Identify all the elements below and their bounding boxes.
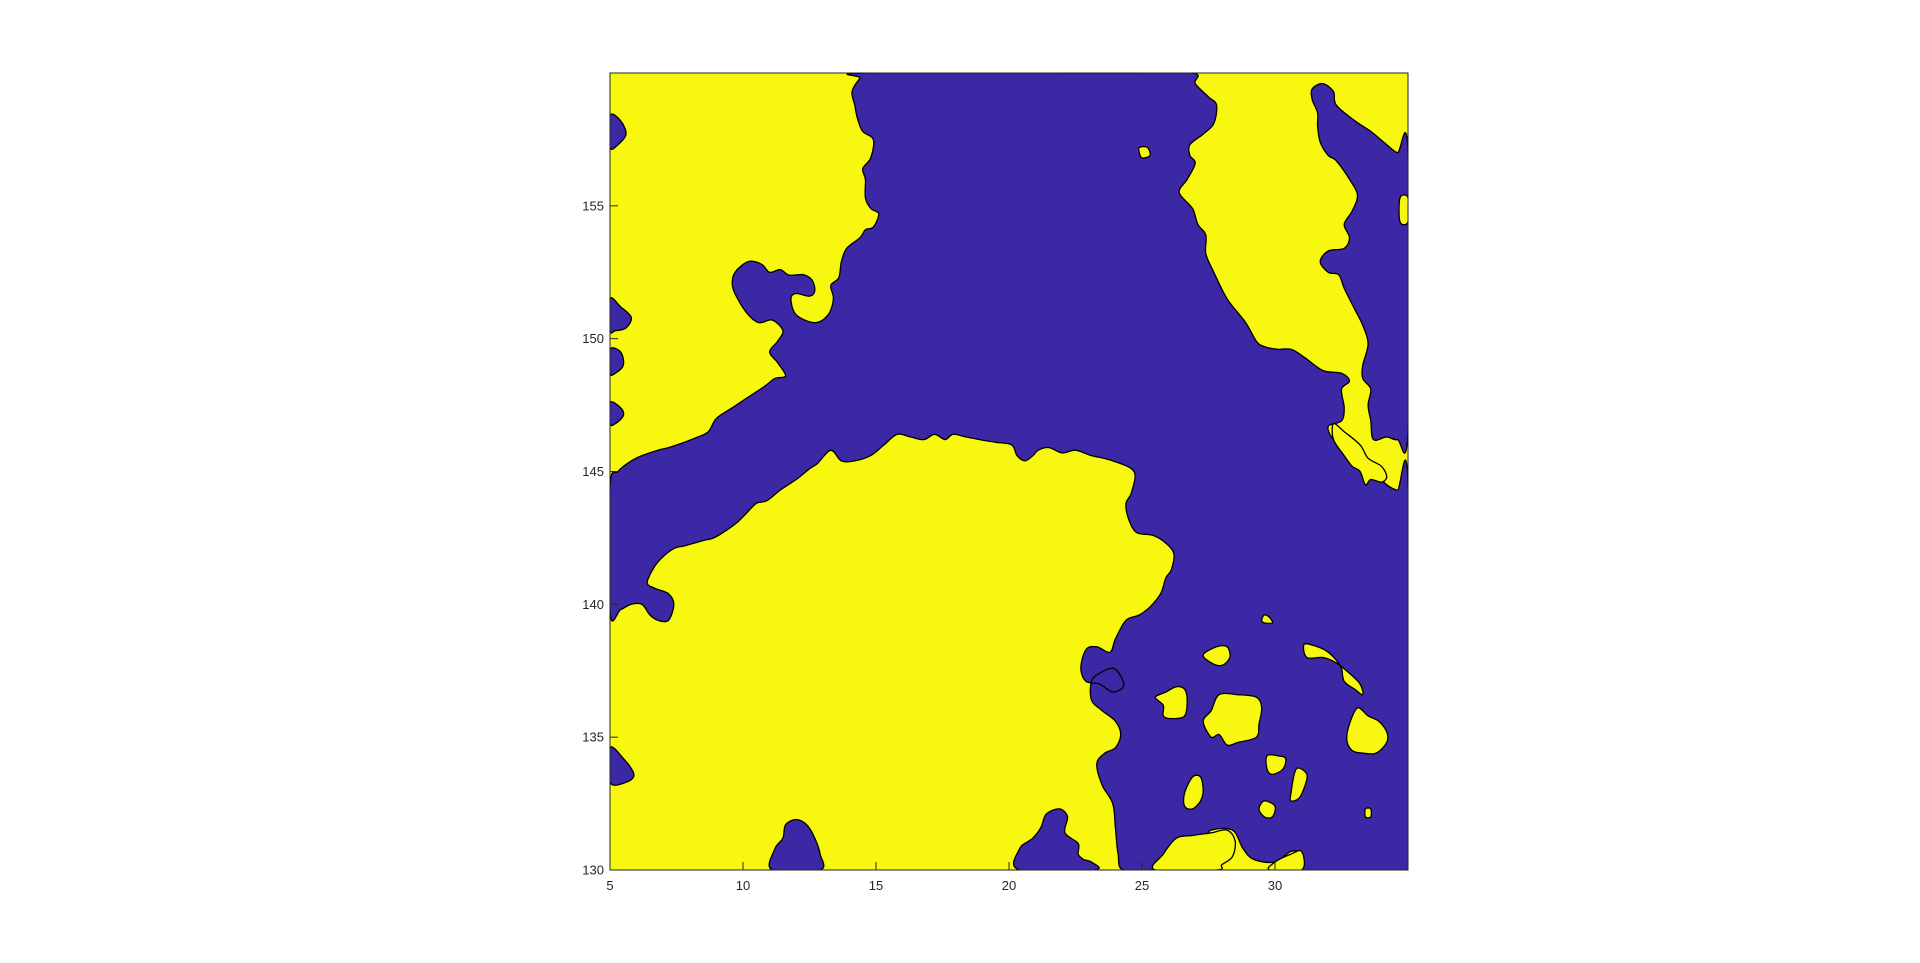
contour-island-135-right [1346,707,1389,755]
contour-island-136-b [1202,692,1263,747]
contour-island-133-a [1182,774,1204,810]
contour-island-bottom-27 [1151,829,1237,870]
contour-island-bottom-30 [1267,849,1306,870]
contour-island-134 [1265,754,1287,776]
high-level-islands [1137,145,1408,870]
contour-region-left-blob-149 [610,347,625,376]
x-tick-label: 30 [1268,878,1282,893]
contour-island-132-b [1364,807,1373,819]
x-tick-label: 15 [869,878,883,893]
x-axis: 5 10 15 20 25 30 [606,862,1282,893]
contour-island-139 [1261,614,1274,625]
contour-island-138 [1202,645,1231,667]
plot-area [609,72,1409,871]
contour-region-bottom-blob-12 [768,818,825,870]
y-tick-label: 135 [582,730,604,745]
contour-region-left-blob-134 [610,746,635,786]
y-tick-label: 155 [582,198,604,213]
y-tick-label: 140 [582,597,604,612]
x-tick-label: 25 [1135,878,1149,893]
contour-island-155 [1398,194,1408,226]
y-tick-label: 145 [582,464,604,479]
contour-island-137-right [1302,643,1364,696]
contour-region-left-blob-147 [610,401,625,427]
y-tick-label: 150 [582,331,604,346]
x-tick-label: 20 [1002,878,1016,893]
contour-island-132-a [1258,800,1277,819]
low-level-regions [610,73,1408,870]
x-tick-label: 5 [606,878,613,893]
contour-region-left-blob-158 [610,113,627,151]
contour-island-157 [1137,145,1151,159]
contour-island-right-145 [1331,422,1388,486]
contour-island-136-a [1154,685,1188,720]
contour-region-bottom-blob-21 [1012,808,1100,870]
contour-island-133-b [1289,767,1308,802]
contour-region-left-blob-151 [610,297,633,334]
y-axis: 130 135 140 145 150 155 [582,198,618,878]
y-tick-label: 130 [582,863,604,878]
x-tick-label: 10 [736,878,750,893]
contour-region-right-edge-region [1310,82,1408,454]
